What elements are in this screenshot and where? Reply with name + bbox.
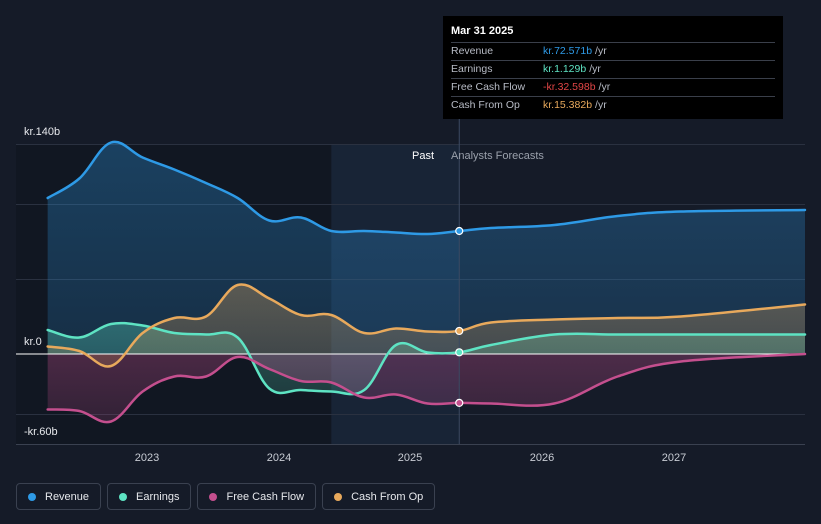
series-line-cash-from-op <box>46 283 807 368</box>
y-axis-bottom-label: -kr.60b <box>24 426 58 438</box>
series-area-free-cash-flow <box>47 354 805 423</box>
series-area-cash-from-op <box>47 284 805 367</box>
data-tooltip: Mar 31 2025 Revenue kr.72.571b /yr Earni… <box>443 16 783 119</box>
legend-dot-icon <box>119 492 128 501</box>
x-tick-label: 2025 <box>397 452 423 464</box>
chart-legend: Revenue Earnings Free Cash Flow Cash Fro… <box>16 483 436 510</box>
tooltip-label: Free Cash Flow <box>451 81 526 93</box>
series-line-revenue <box>46 140 807 236</box>
series-marker-revenue <box>455 226 464 236</box>
tooltip-label: Earnings <box>451 63 493 75</box>
legend-item-free-cash-flow[interactable]: Free Cash Flow <box>197 483 317 510</box>
tooltip-value: -kr.32.598b <box>543 81 596 93</box>
legend-dot-icon <box>209 492 218 501</box>
x-tick-label: 2027 <box>661 452 687 464</box>
series-marker-earnings <box>455 348 464 357</box>
y-axis-zero-label: kr.0 <box>24 336 42 348</box>
tooltip-row-earnings: Earnings kr.1.129b /yr <box>451 61 775 79</box>
tooltip-unit: /yr <box>598 81 611 93</box>
series-line-earnings <box>46 321 807 396</box>
legend-item-earnings[interactable]: Earnings <box>107 483 192 510</box>
tooltip-value: kr.1.129b <box>543 63 587 75</box>
legend-dot-icon <box>28 492 36 501</box>
series-marker-free-cash-flow <box>455 398 464 407</box>
legend-dot-icon <box>334 492 343 501</box>
legend-label: Cash From Op <box>351 490 424 503</box>
tooltip-row-revenue: Revenue kr.72.571b /yr <box>451 43 775 61</box>
legend-item-revenue[interactable]: Revenue <box>16 483 102 510</box>
tooltip-value: kr.72.571b <box>543 45 593 57</box>
tooltip-row-free-cash-flow: Free Cash Flow -kr.32.598b /yr <box>451 79 775 97</box>
tooltip-label: Revenue <box>451 45 494 57</box>
past-label: Past <box>412 150 435 162</box>
legend-label: Revenue <box>45 490 90 503</box>
y-axis-top-label: kr.140b <box>24 126 61 138</box>
forecast-label: Analysts Forecasts <box>451 150 544 162</box>
tooltip-label: Cash From Op <box>451 99 520 111</box>
legend-label: Free Cash Flow <box>226 490 305 503</box>
tooltip-unit: /yr <box>595 45 607 57</box>
series-line-free-cash-flow <box>46 352 807 424</box>
legend-item-cash-from-op[interactable]: Cash From Op <box>322 483 436 510</box>
legend-label: Earnings <box>136 490 180 503</box>
x-tick-label: 2024 <box>266 452 292 464</box>
series-marker-cash-from-op <box>455 326 464 336</box>
tooltip-unit: /yr <box>589 63 601 75</box>
x-tick-label: 2023 <box>134 452 160 464</box>
tooltip-unit: /yr <box>595 99 607 111</box>
tooltip-row-cash-from-op: Cash From Op kr.15.382b /yr <box>451 97 775 114</box>
tooltip-date: Mar 31 2025 <box>451 24 775 43</box>
tooltip-value: kr.15.382b <box>543 99 593 111</box>
x-tick-label: 2026 <box>529 452 555 464</box>
